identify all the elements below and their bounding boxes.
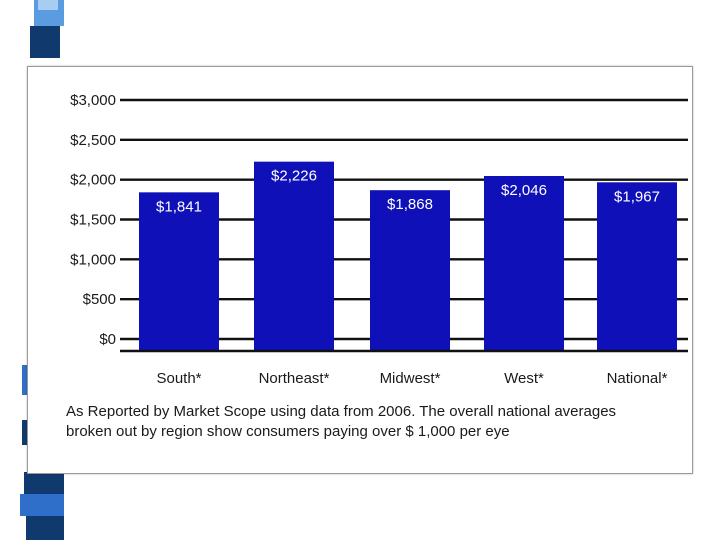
bar-value-label: $1,967	[614, 188, 660, 205]
y-tick-label: $2,500	[70, 132, 116, 149]
y-tick-label: $0	[99, 331, 116, 348]
bar	[139, 192, 219, 351]
caption-line-1: As Reported by Market Scope using data f…	[66, 403, 617, 420]
y-tick-label: $3,000	[70, 92, 116, 109]
bar	[597, 182, 677, 351]
strip-block	[30, 26, 60, 58]
bar-value-label: $1,841	[156, 198, 202, 215]
y-tick-label: $2,000	[70, 172, 116, 189]
strip-block	[22, 365, 28, 395]
decorative-strip	[0, 0, 64, 540]
x-tick-label: West*	[504, 370, 544, 387]
x-tick-label: National*	[607, 370, 668, 387]
x-tick-label: Midwest*	[380, 370, 441, 387]
strip-block	[20, 494, 64, 516]
caption-line-2: broken out by region show consumers payi…	[66, 423, 510, 440]
bar	[370, 190, 450, 351]
chart-caption: As Reported by Market Scope using data f…	[66, 402, 676, 442]
y-tick-label: $1,500	[70, 212, 116, 229]
strip-block	[24, 472, 64, 494]
strip-block	[26, 516, 64, 540]
y-tick-label: $500	[83, 291, 116, 308]
strip-block	[22, 420, 28, 445]
y-tick-label: $1,000	[70, 251, 116, 268]
bar-value-label: $2,226	[271, 168, 317, 185]
bar	[484, 176, 564, 351]
bar-chart: $0 $500 $1,000 $1,500 $2,000 $2,500 $3,000 $1,8…	[70, 92, 688, 387]
chart-card: $0 $500 $1,000 $1,500 $2,000 $2,500 $3,000 $1,8…	[27, 66, 693, 474]
bar-value-label: $1,868	[387, 196, 433, 213]
x-tick-label: Northeast*	[259, 370, 330, 387]
x-tick-label: South*	[156, 370, 201, 387]
strip-block	[38, 0, 58, 10]
bar-value-label: $2,046	[501, 182, 547, 199]
bar	[254, 161, 334, 351]
